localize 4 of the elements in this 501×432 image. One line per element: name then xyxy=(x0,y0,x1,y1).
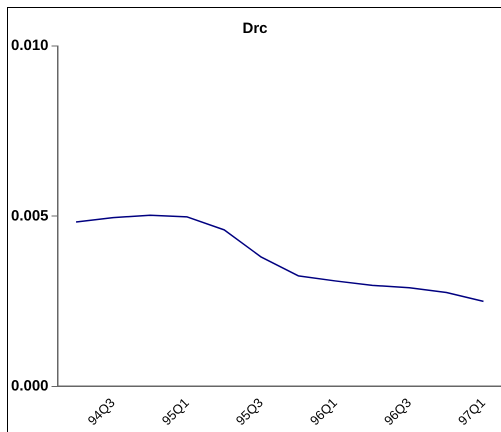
y-tick-label: 0.000 xyxy=(10,378,49,395)
chart-title: Drc xyxy=(242,20,268,38)
y-tick-label: 0.010 xyxy=(10,37,49,54)
y-tick-label: 0.005 xyxy=(10,207,49,224)
